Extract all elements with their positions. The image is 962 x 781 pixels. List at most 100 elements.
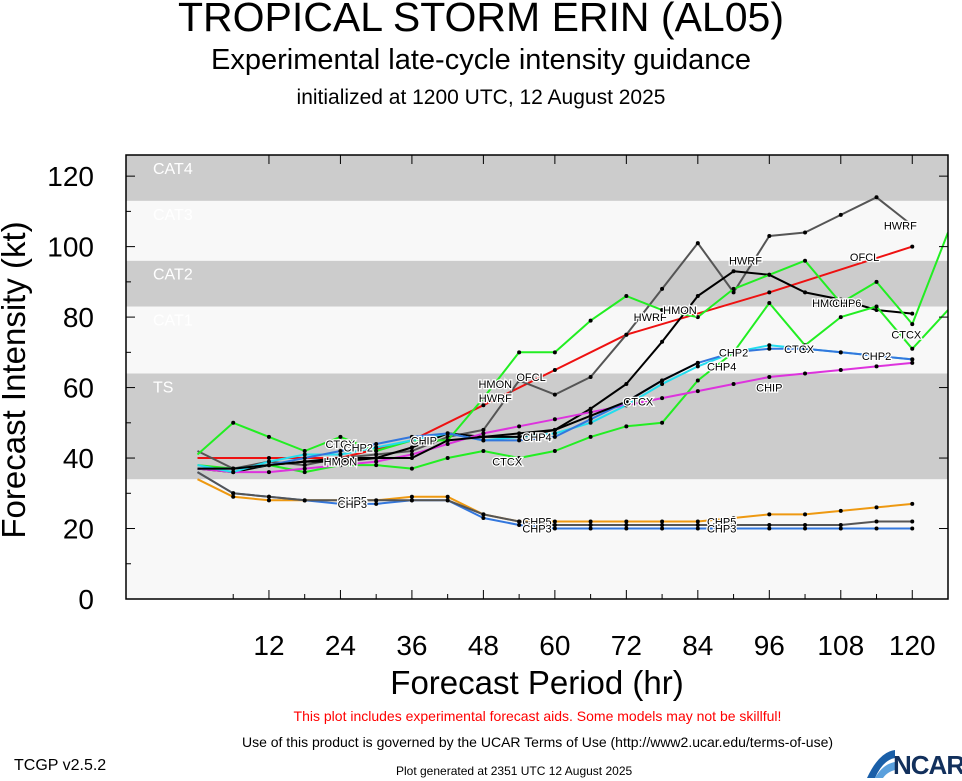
intensity-band-cat3 xyxy=(126,200,948,261)
series-point xyxy=(409,445,414,450)
series-point xyxy=(517,434,522,439)
series-point xyxy=(409,434,414,439)
series-point xyxy=(266,498,271,503)
series-point xyxy=(874,279,879,284)
x-tick-label: 96 xyxy=(754,630,785,661)
series-label: CHIP xyxy=(411,435,437,447)
series-point xyxy=(767,526,772,531)
series-point xyxy=(695,378,700,383)
series-point xyxy=(767,523,772,527)
series-point xyxy=(588,375,593,379)
series-point xyxy=(910,519,915,524)
series-point xyxy=(767,272,772,277)
series-label: HMON xyxy=(324,457,358,469)
series-point xyxy=(481,434,486,439)
series-point xyxy=(552,350,557,355)
series-label: CTCX xyxy=(325,439,356,451)
series-point xyxy=(731,290,736,295)
y-tick-label: 100 xyxy=(47,232,94,263)
series-point xyxy=(266,463,271,468)
series-point xyxy=(266,459,271,464)
series-label: CHP2 xyxy=(719,347,748,359)
series-point xyxy=(624,519,629,524)
series-point xyxy=(803,258,808,263)
series-label: CHP5 xyxy=(338,495,367,507)
series-point xyxy=(552,417,557,422)
series-point xyxy=(338,452,343,457)
series-point xyxy=(231,494,236,499)
series-point xyxy=(660,382,665,387)
series-label: CTCX xyxy=(784,344,815,356)
series-point xyxy=(374,449,379,453)
series-point xyxy=(838,367,843,372)
series-point xyxy=(302,452,307,457)
series-point xyxy=(695,241,700,246)
series-point xyxy=(695,360,700,365)
series-point xyxy=(481,449,486,453)
series-point xyxy=(767,234,772,239)
series-point xyxy=(338,434,343,439)
series-point xyxy=(588,434,593,439)
series-point xyxy=(588,410,593,415)
series-point xyxy=(731,382,736,387)
series-point xyxy=(481,515,486,520)
series-point xyxy=(624,523,629,527)
series-point xyxy=(374,456,379,461)
series-point xyxy=(838,212,843,217)
series-point xyxy=(767,301,772,305)
series-point xyxy=(409,438,414,443)
series-point xyxy=(838,301,843,305)
series-point xyxy=(660,420,665,425)
terms-of-use: Use of this product is governed by the U… xyxy=(241,734,834,750)
series-point xyxy=(231,470,236,475)
intensity-band-ts xyxy=(126,373,948,480)
series-point xyxy=(409,452,414,457)
series-point xyxy=(517,456,522,461)
series-label: OFCL xyxy=(516,372,545,384)
series-label: HMON xyxy=(478,379,512,391)
series-point xyxy=(231,466,236,471)
series-label: CHP4 xyxy=(707,361,736,373)
series-point xyxy=(874,526,879,531)
series-point xyxy=(838,526,843,531)
version-label: TCGP v2.5.2 xyxy=(14,757,107,774)
series-point xyxy=(695,293,700,298)
series-point xyxy=(803,526,808,531)
series-point xyxy=(767,290,772,295)
series-point xyxy=(695,364,700,369)
series-point xyxy=(731,523,736,527)
series-point xyxy=(838,523,843,527)
series-point xyxy=(374,441,379,446)
series-point xyxy=(695,523,700,527)
series-point xyxy=(517,519,522,524)
series-point xyxy=(517,378,522,383)
chart-title: TROPICAL STORM ERIN (AL05) xyxy=(177,0,784,40)
series-label: CHP2 xyxy=(862,351,891,363)
series-point xyxy=(302,456,307,461)
series-point xyxy=(517,438,522,443)
series-point xyxy=(910,322,915,327)
series-point xyxy=(588,519,593,524)
series-point xyxy=(302,466,307,471)
series-label: OFCL xyxy=(850,252,879,264)
series-point xyxy=(803,523,808,527)
x-tick-label: 36 xyxy=(396,630,427,661)
series-point xyxy=(552,449,557,453)
intensity-band-cat1 xyxy=(126,306,948,374)
series-line xyxy=(197,302,948,474)
series-point xyxy=(338,459,343,464)
series-point xyxy=(266,434,271,439)
series-point xyxy=(588,417,593,422)
series-point xyxy=(588,406,593,411)
series-point xyxy=(409,494,414,499)
series-point xyxy=(374,501,379,506)
series-label: HWRF xyxy=(479,393,512,405)
x-axis-label: Forecast Period (hr) xyxy=(390,664,683,701)
series-point xyxy=(660,339,665,344)
series-point xyxy=(803,371,808,376)
y-tick-label: 20 xyxy=(63,514,94,545)
series-point xyxy=(767,512,772,517)
series-point xyxy=(552,367,557,372)
series-point xyxy=(481,512,486,517)
series-point xyxy=(624,382,629,387)
